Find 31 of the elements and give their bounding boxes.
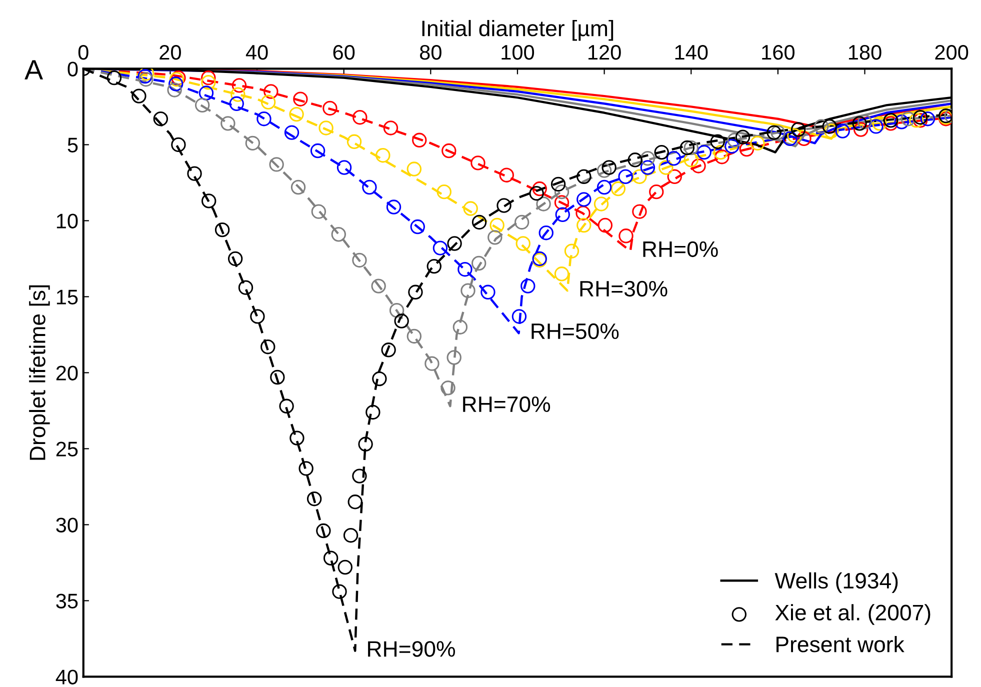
y-tick-label: 30 xyxy=(56,518,78,532)
annotation: RH=70% xyxy=(463,396,550,412)
x-tick-label: 40 xyxy=(246,44,268,60)
legend-label: Wells (1934) xyxy=(774,572,898,594)
x-tick-label: 160 xyxy=(762,44,794,60)
annotation: RH=30% xyxy=(580,280,668,297)
x-axis-title: Initial diameter [µm] xyxy=(422,20,614,41)
x-tick-label: 140 xyxy=(675,44,708,60)
y-tick-label: 15 xyxy=(56,290,78,304)
y-tick-label: 25 xyxy=(56,442,78,456)
legend-label: Xie et al. (2007) xyxy=(775,604,930,625)
x-tick-label: 80 xyxy=(420,44,442,60)
x-tick-label: 20 xyxy=(160,44,181,60)
y-axis-title: Droplet lifetime [s] xyxy=(29,285,50,460)
x-tick-label: 180 xyxy=(848,44,882,60)
annotation: RH=0% xyxy=(643,241,718,258)
x-tick-label: 100 xyxy=(502,44,534,60)
y-tick-label: 5 xyxy=(68,138,78,152)
y-tick-label: 0 xyxy=(68,62,78,76)
legend-label: Present work xyxy=(776,636,904,652)
x-tick-label: 200 xyxy=(935,44,968,60)
annotation: RH=90% xyxy=(368,641,455,657)
text: A xyxy=(24,60,43,80)
x-tick-label: 60 xyxy=(333,44,355,60)
y-tick-label: 35 xyxy=(56,594,78,608)
y-tick-label: 20 xyxy=(56,366,78,380)
x-tick-label: 0 xyxy=(78,44,88,60)
x-tick-label: 120 xyxy=(588,44,621,60)
annotation: RH=50% xyxy=(532,323,619,340)
y-tick-label: 40 xyxy=(56,670,78,684)
y-tick-label: 10 xyxy=(56,214,78,228)
